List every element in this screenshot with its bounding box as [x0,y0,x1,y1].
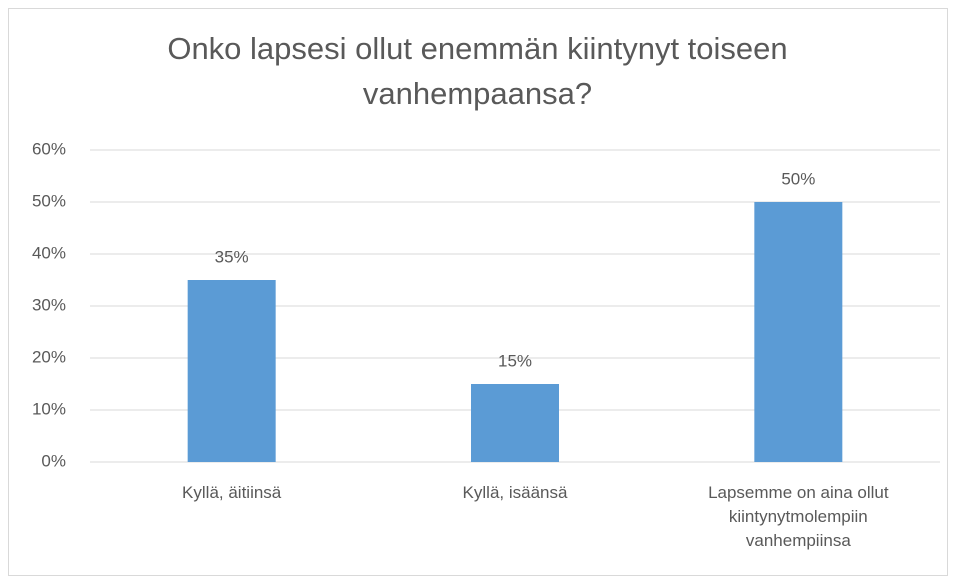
data-label: 50% [781,169,815,188]
bar [754,202,843,462]
bar [471,384,559,462]
chart-title: Onko lapsesi ollut enemmän kiintynyt toi… [167,31,788,111]
y-tick-label: 60% [32,139,66,158]
x-tick-label: Lapsemme on aina ollut kiintynytmolempii… [708,483,889,550]
chart-frame [8,8,948,576]
y-tick-label: 0% [41,451,66,470]
data-label: 35% [215,247,249,266]
y-tick-label: 50% [32,191,66,210]
y-tick-label: 20% [32,347,66,366]
x-tick-label: Kyllä, äitiinsä [182,483,282,502]
x-tick-label: Kyllä, isäänsä [462,483,568,502]
y-tick-label: 10% [32,399,66,418]
bar [187,280,276,462]
y-tick-label: 30% [32,295,66,314]
y-tick-label: 40% [32,243,66,262]
data-label: 15% [498,351,532,370]
